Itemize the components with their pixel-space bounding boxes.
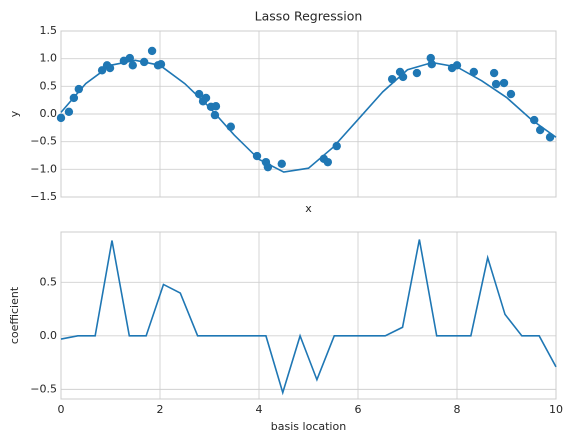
scatter-point [64, 107, 74, 116]
y-axis-label: y [8, 110, 21, 117]
y-tick-label: −1.0 [30, 162, 57, 175]
x-tick-label: 4 [256, 403, 263, 416]
scatter-point [128, 61, 137, 70]
line [60, 239, 557, 396]
scatter-point [323, 157, 333, 167]
y-tick-label: −0.5 [30, 382, 57, 395]
y-tick-label: 0.0 [40, 107, 58, 120]
y-tick-label: 0.0 [40, 329, 58, 342]
x-tick-label: 0 [58, 403, 65, 416]
y-axis-label: coefficient [8, 286, 21, 344]
scatter-point [211, 102, 221, 111]
scatter-point [105, 63, 115, 73]
y-tick-label: 0.5 [40, 275, 58, 288]
x-tick-label: 10 [549, 403, 563, 416]
scatter-point [210, 110, 220, 120]
scatter-point [156, 59, 166, 69]
scatter-point [412, 68, 422, 78]
scatter-point [499, 78, 509, 88]
scatter-point [252, 151, 262, 161]
y-tick-label: 1.0 [40, 52, 58, 65]
scatter-point [147, 46, 157, 56]
scatter-point [489, 68, 499, 78]
scatter-point [387, 74, 397, 84]
x-tick-label: 6 [355, 403, 362, 416]
scatter-point [56, 113, 66, 123]
x-axis-label: basis location [271, 420, 346, 433]
y-tick-label: 0.5 [40, 79, 58, 92]
scatter-point [332, 141, 341, 151]
scatter-point [74, 84, 84, 94]
chart-title: Lasso Regression [255, 9, 363, 24]
axes-frame [60, 231, 557, 400]
plot-area [61, 232, 556, 399]
x-axis-label: x [305, 202, 312, 215]
scatter-point [277, 159, 286, 168]
scatter-point [491, 79, 501, 89]
scatter-point [469, 67, 479, 77]
line [60, 59, 557, 173]
scatter-point [201, 93, 211, 103]
y-tick-label: 1.5 [40, 24, 58, 37]
x-tick-label: 2 [157, 403, 164, 416]
y-tick-label: −0.5 [30, 135, 57, 148]
scatter-point [506, 89, 516, 99]
y-tick-label: −1.5 [30, 190, 57, 203]
x-tick-label: 8 [454, 403, 461, 416]
